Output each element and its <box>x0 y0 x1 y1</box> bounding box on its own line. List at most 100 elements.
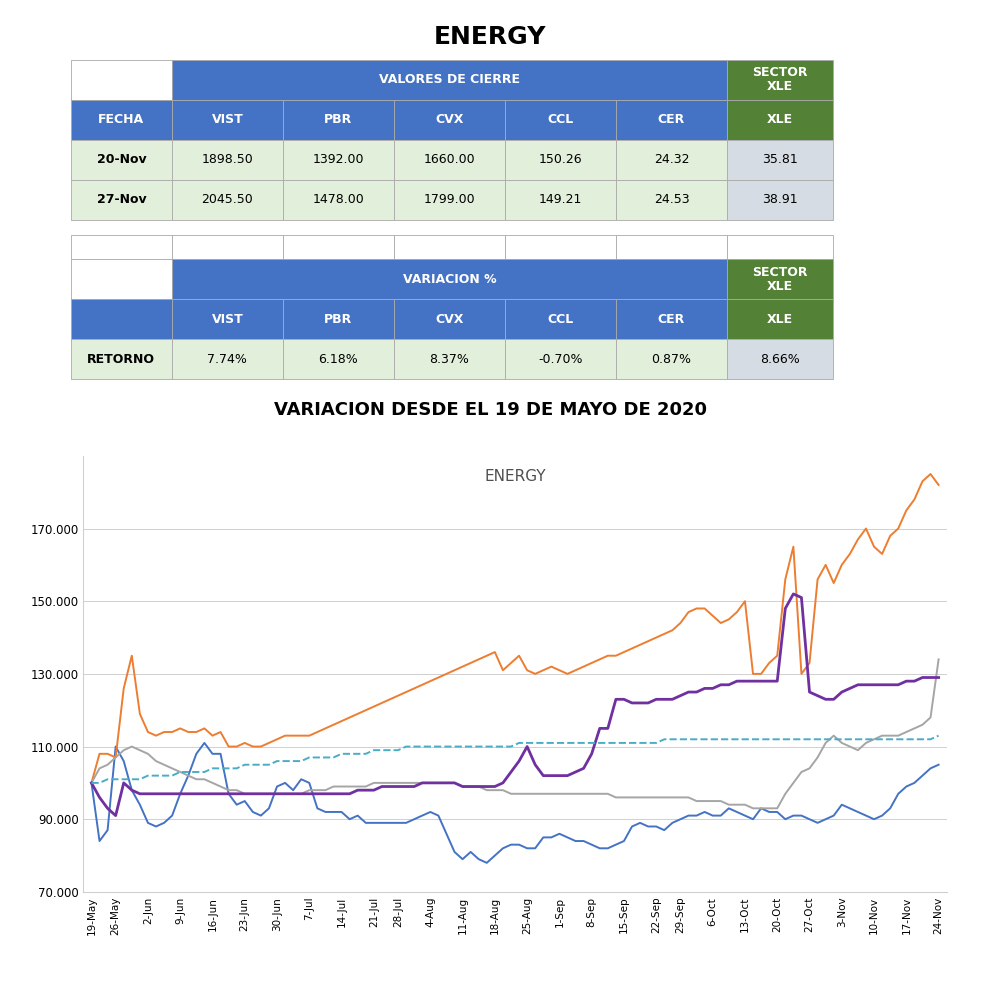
Bar <box>727 260 834 299</box>
VIST <box>602 842 614 854</box>
CVX <box>634 792 645 804</box>
CER <box>666 733 678 745</box>
Bar <box>616 236 727 260</box>
Text: XLE: XLE <box>767 313 794 326</box>
Bar <box>394 236 505 260</box>
CCL <box>643 697 654 709</box>
Text: CER: CER <box>658 113 685 126</box>
VIST <box>683 810 695 822</box>
Text: 0.87%: 0.87% <box>651 353 692 366</box>
Bar <box>505 100 616 140</box>
CER <box>820 733 832 745</box>
Text: 149.21: 149.21 <box>539 193 582 206</box>
Text: ENERGY: ENERGY <box>485 469 545 484</box>
Text: 20-Nov: 20-Nov <box>96 154 146 166</box>
Text: 1799.00: 1799.00 <box>424 193 475 206</box>
CVX <box>586 788 597 800</box>
Bar <box>283 236 394 260</box>
Bar <box>727 299 834 339</box>
Bar <box>394 100 505 140</box>
Text: 150.26: 150.26 <box>539 154 583 166</box>
Line: CVX: CVX <box>91 659 939 809</box>
CVX <box>110 751 122 763</box>
VIST <box>198 737 210 749</box>
Text: CVX: CVX <box>436 313 464 326</box>
Bar <box>172 60 727 100</box>
VIST <box>594 842 605 854</box>
Text: VIST: VIST <box>212 313 243 326</box>
CVX <box>933 653 945 665</box>
Bar <box>172 299 283 339</box>
VIST <box>85 777 97 789</box>
Bar <box>616 179 727 219</box>
Bar <box>394 140 505 179</box>
VIST <box>933 759 945 771</box>
VIST <box>650 821 662 832</box>
CER <box>933 729 945 741</box>
VIST <box>836 799 848 811</box>
Bar <box>727 60 834 100</box>
Line: CCL: CCL <box>91 594 939 816</box>
Text: 2045.50: 2045.50 <box>201 193 253 206</box>
CVX <box>578 788 590 800</box>
Bar <box>616 140 727 179</box>
Bar <box>71 100 172 140</box>
CVX <box>85 777 97 789</box>
Bar <box>71 260 172 299</box>
CER <box>110 773 122 785</box>
CCL <box>586 748 597 760</box>
Text: CCL: CCL <box>547 313 574 326</box>
PBR <box>820 559 832 571</box>
Text: PBR: PBR <box>325 313 352 326</box>
Bar <box>172 179 283 219</box>
Text: RETORNO: RETORNO <box>87 353 155 366</box>
Text: SECTOR
XLE: SECTOR XLE <box>752 266 808 292</box>
VIST <box>110 740 122 752</box>
Bar <box>71 299 172 339</box>
CCL <box>110 810 122 822</box>
Bar <box>505 236 616 260</box>
Text: 1392.00: 1392.00 <box>313 154 364 166</box>
Bar <box>727 236 834 260</box>
Bar <box>394 299 505 339</box>
Line: VIST: VIST <box>91 743 939 863</box>
Line: CER: CER <box>91 735 939 783</box>
CCL <box>594 722 605 734</box>
VIST <box>481 857 492 869</box>
Text: CVX: CVX <box>436 113 464 126</box>
Text: 38.91: 38.91 <box>762 193 798 206</box>
Bar <box>71 140 172 179</box>
Bar <box>283 179 394 219</box>
Text: 1898.50: 1898.50 <box>201 154 253 166</box>
CER <box>586 737 597 749</box>
Bar <box>394 339 505 379</box>
CCL <box>836 686 848 698</box>
Bar <box>283 100 394 140</box>
Line: PBR: PBR <box>91 474 939 783</box>
Text: 24.53: 24.53 <box>653 193 690 206</box>
CVX <box>748 803 759 815</box>
Text: VARIACION %: VARIACION % <box>402 273 496 285</box>
PBR <box>925 468 937 480</box>
Bar <box>172 260 727 299</box>
Text: 24.32: 24.32 <box>653 154 690 166</box>
Text: PBR: PBR <box>325 113 352 126</box>
Text: VALORES DE CIERRE: VALORES DE CIERRE <box>379 73 520 86</box>
CCL <box>675 690 687 702</box>
CCL <box>85 777 97 789</box>
Text: 8.66%: 8.66% <box>760 353 800 366</box>
Bar <box>283 339 394 379</box>
Bar <box>505 339 616 379</box>
CER <box>634 737 645 749</box>
Bar <box>172 339 283 379</box>
CER <box>85 777 97 789</box>
Text: XLE: XLE <box>767 113 794 126</box>
Text: ENERGY: ENERGY <box>435 25 546 49</box>
Text: VIST: VIST <box>212 113 243 126</box>
CVX <box>828 729 840 741</box>
Bar <box>727 179 834 219</box>
Text: 6.18%: 6.18% <box>319 353 358 366</box>
Bar <box>71 60 172 100</box>
CCL <box>933 672 945 684</box>
PBR <box>666 624 678 636</box>
